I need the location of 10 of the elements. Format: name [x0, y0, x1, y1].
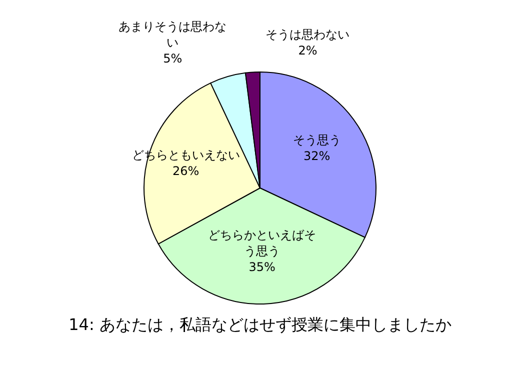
data-label: 32%: [303, 148, 330, 163]
slice-label: そう思う: [292, 132, 341, 147]
data-label: 2%: [298, 43, 318, 58]
slice-label: そうは思わない: [266, 27, 350, 42]
data-label: 26%: [172, 164, 200, 178]
data-label: 35%: [248, 260, 276, 274]
data-label: 5%: [163, 51, 182, 66]
text: 14: あなたは，私語などはせず授業に集中しましたか: [68, 315, 452, 334]
slice-label: どちらかといえばそう思う: [208, 228, 316, 258]
slice-label: あまりそうは思わない: [118, 19, 227, 50]
